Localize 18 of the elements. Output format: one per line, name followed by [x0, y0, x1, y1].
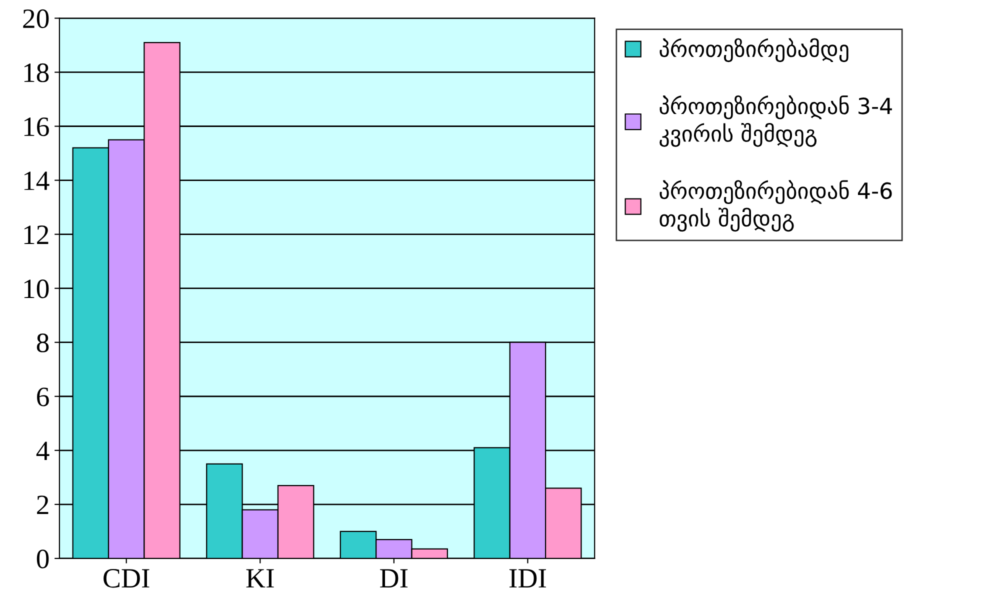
- y-tick-label: 6: [37, 388, 49, 406]
- x-tick-label: IDI: [509, 569, 546, 588]
- y-tick-label: 4: [36, 442, 50, 460]
- y-tick-label: 0: [36, 550, 49, 568]
- y-tick-label: 12: [24, 226, 48, 244]
- x-tick-label: CDI: [104, 569, 150, 588]
- legend-label: პროთეზირებიდან 3-4 კვირის შემდეგ: [660, 95, 892, 147]
- y-tick-label: 10: [24, 279, 49, 298]
- y-tick-label: 14: [24, 172, 50, 190]
- x-tick-label: DI: [380, 569, 408, 588]
- legend-label: პროთეზირებამდე: [660, 38, 848, 62]
- y-tick-label: 8: [36, 334, 49, 352]
- y-tick-label: 18: [24, 63, 49, 82]
- x-tick-label: KI: [246, 569, 274, 588]
- y-tick-label: 2: [37, 496, 48, 514]
- y-tick-label: 20: [23, 9, 49, 28]
- legend-label: პროთეზირებიდან 4-6 თვის შემდეგ: [660, 180, 892, 232]
- y-tick-label: 16: [24, 118, 49, 136]
